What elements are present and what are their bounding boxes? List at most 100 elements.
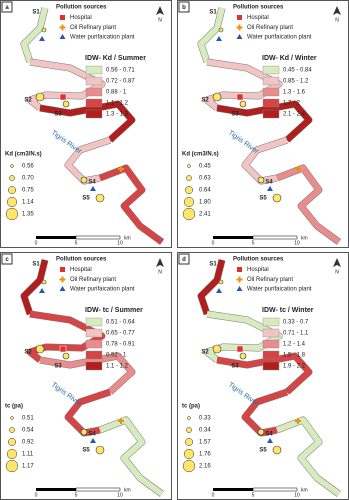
scale-bar xyxy=(252,235,298,240)
panel-label-box xyxy=(1,1,13,13)
north-label: N xyxy=(158,17,162,23)
legend-water: Water purifaication plant xyxy=(70,35,135,41)
legend-swatch xyxy=(262,328,280,338)
legend-swatch xyxy=(262,339,280,349)
scale-bar xyxy=(75,487,121,492)
legend-range: 0.85 - 1.2 xyxy=(283,79,309,85)
legend-range: 0.72 - 0.87 xyxy=(106,79,135,85)
river-segment xyxy=(27,311,105,363)
size-value: 1.35 xyxy=(22,212,34,218)
panel-label-box xyxy=(178,253,190,265)
legend-range: 0.51 - 0.64 xyxy=(106,320,135,326)
scale-bar xyxy=(213,488,253,491)
station-label: S3 xyxy=(54,112,62,118)
size-title: Kd (cm3/N.s) xyxy=(182,152,219,158)
legend-oil: Oil Refinary plant xyxy=(70,25,116,31)
station-label: S2 xyxy=(201,98,209,104)
scale-label: 0 xyxy=(212,492,215,498)
legend-swatch xyxy=(85,317,103,327)
oil-icon xyxy=(118,418,124,424)
panel-label: b xyxy=(182,5,186,11)
size-title: tc (pa) xyxy=(5,404,23,410)
station-label: S4 xyxy=(265,432,273,438)
legend-oil: Oil Refinary plant xyxy=(70,277,116,283)
hospital-icon xyxy=(59,93,67,101)
scale-label: 5 xyxy=(252,240,255,246)
water-icon xyxy=(267,186,273,191)
station-marker xyxy=(95,193,105,203)
station-marker xyxy=(239,100,247,108)
hospital-icon xyxy=(60,15,65,20)
panel-label-box xyxy=(1,253,13,265)
legend-oil: Oil Refinary plant xyxy=(247,277,293,283)
legend-hospital: Hospital xyxy=(247,15,269,21)
legend-range: 1.1 - 1.2 xyxy=(106,364,129,370)
size-symbol xyxy=(186,175,192,181)
station-marker xyxy=(95,445,105,455)
station-label: S4 xyxy=(88,180,96,186)
scale-label: 0 xyxy=(212,240,215,246)
river-segment xyxy=(198,7,225,63)
size-symbol xyxy=(183,196,195,208)
size-value: 0.63 xyxy=(199,176,211,182)
station-marker xyxy=(218,27,224,33)
water-icon xyxy=(39,36,45,41)
hospital-icon xyxy=(59,345,67,353)
legend-range: 1.3 - 1.6 xyxy=(283,90,306,96)
oil-icon xyxy=(59,276,66,283)
river-segment xyxy=(65,137,111,184)
legend-range: 0.92 - 1 xyxy=(106,353,127,359)
oil-icon xyxy=(295,418,301,424)
station-label: S5 xyxy=(82,448,90,454)
station-marker xyxy=(212,344,222,354)
water-icon xyxy=(236,286,243,291)
legend-range: 1.2 - 1.4 xyxy=(283,342,306,348)
water-icon xyxy=(59,34,66,39)
station-label: S2 xyxy=(201,350,209,356)
size-symbol xyxy=(187,416,191,420)
river-segment xyxy=(39,101,135,143)
sources-title: Pollution sources xyxy=(233,5,284,11)
water-icon xyxy=(267,438,273,443)
legend-title: IDW- Kd / Winter xyxy=(262,55,317,62)
legend-range: 1.7 - 2 xyxy=(283,101,301,107)
legend-hospital: Hospital xyxy=(70,267,92,273)
legend-range: 1.3 - 1.3 xyxy=(106,112,129,118)
river-segment xyxy=(204,311,282,363)
legend-range: 0.56 - 0.71 xyxy=(106,68,135,74)
size-symbol xyxy=(182,459,196,473)
sources-title: Pollution sources xyxy=(233,257,284,263)
scale-unit: km xyxy=(301,487,308,493)
scale-bar xyxy=(36,488,76,491)
north-arrow xyxy=(333,6,341,15)
legend-water: Water purifaication plant xyxy=(70,287,135,293)
oil-icon xyxy=(236,24,243,31)
oil-icon xyxy=(59,24,66,31)
size-symbol xyxy=(182,207,196,221)
size-symbol xyxy=(5,207,19,221)
size-symbol xyxy=(9,175,15,181)
station-marker xyxy=(62,352,70,360)
river-segment xyxy=(27,59,105,111)
water-icon xyxy=(90,438,96,443)
legend-title: IDW- Kd / Summer xyxy=(85,55,146,62)
size-value: 1.57 xyxy=(199,440,211,446)
north-label: N xyxy=(335,269,339,275)
size-value: 1.11 xyxy=(22,452,34,458)
legend-swatch xyxy=(85,87,103,97)
river-segment xyxy=(204,59,282,111)
size-symbol xyxy=(185,438,193,446)
hospital-icon xyxy=(236,93,244,101)
scale-unit: km xyxy=(301,235,308,241)
size-value: 2.41 xyxy=(199,212,211,218)
legend-swatch xyxy=(85,98,103,108)
station-marker xyxy=(218,279,224,285)
station-marker xyxy=(239,352,247,360)
station-label: S1 xyxy=(32,262,40,268)
legend-range: 0.33 - 0.7 xyxy=(283,320,309,326)
scale-label: 5 xyxy=(75,240,78,246)
legend-range: 1.5 - 1.8 xyxy=(283,353,306,359)
water-icon xyxy=(39,288,45,293)
panel-label: a xyxy=(5,5,9,11)
